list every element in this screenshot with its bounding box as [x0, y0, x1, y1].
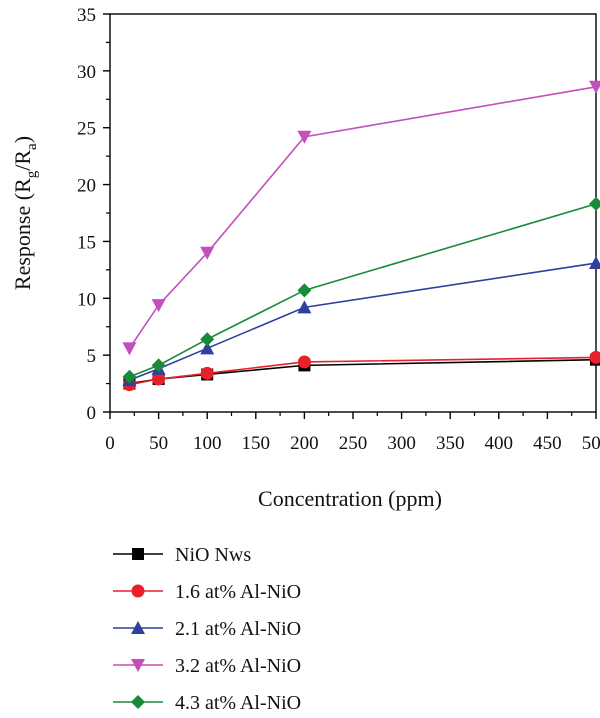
series-line-3 [128, 85, 597, 349]
x-tick-label-0: 0 [105, 433, 115, 454]
series-4 [122, 196, 600, 384]
point-4-0 [122, 369, 137, 384]
y-axis-title-sub-a: a [24, 143, 40, 150]
y-axis-title-main: Response (R [10, 178, 35, 290]
point-2-3 [297, 300, 312, 314]
x-tick-label-350: 350 [436, 433, 465, 454]
x-axis: 0 50 100 150 200 250 300 350 400 450 500 [105, 412, 600, 454]
legend-label-1: 1.6 at% Al-NiO [175, 581, 301, 603]
point-1-4 [589, 350, 600, 364]
series-2 [122, 256, 600, 387]
legend-item-2: 2.1 at% Al-NiO [113, 618, 301, 640]
y-tick-label-30: 30 [77, 62, 96, 83]
x-tick-label-500: 500 [582, 433, 600, 454]
legend-marker-1 [131, 584, 145, 598]
point-3-2 [200, 246, 215, 260]
x-tick-label-200: 200 [290, 433, 319, 454]
point-2-2 [200, 341, 215, 355]
x-tick-label-50: 50 [149, 433, 168, 454]
point-3-3 [297, 130, 312, 144]
x-tick-label-100: 100 [193, 433, 222, 454]
y-tick-label-10: 10 [77, 289, 96, 310]
legend-label-4: 4.3 at% Al-NiO [175, 692, 301, 714]
y-tick-label-0: 0 [87, 403, 97, 424]
series-line-0 [129, 358, 597, 385]
legend-marker-3 [131, 659, 145, 672]
legend: NiO Nws 1.6 at% Al-NiO 2.1 at% Al-NiO 3.2 a… [113, 544, 301, 714]
x-axis-title: Concentration (ppm) [258, 486, 442, 511]
y-tick-label-20: 20 [77, 176, 96, 197]
point-2-4 [589, 256, 600, 270]
legend-item-1: 1.6 at% Al-NiO [113, 581, 301, 603]
point-3-4 [589, 80, 600, 94]
legend-marker-0 [132, 548, 144, 560]
y-tick-label-15: 15 [77, 232, 96, 253]
y-tick-label-35: 35 [77, 5, 96, 26]
legend-item-0: NiO Nws [113, 544, 251, 566]
y-axis-title-mid: /R [10, 150, 35, 171]
legend-marker-4 [131, 695, 145, 709]
legend-label-2: 2.1 at% Al-NiO [175, 618, 301, 640]
point-3-1 [151, 299, 166, 313]
y-axis-title: Response (Rg/Ra) [10, 136, 40, 290]
y-axis: 0 5 10 15 20 25 30 35 [77, 5, 110, 424]
y-tick-label-25: 25 [77, 119, 96, 140]
series-layer [122, 80, 600, 392]
legend-item-4: 4.3 at% Al-NiO [113, 692, 301, 714]
series-line-2 [129, 262, 597, 381]
point-1-2 [200, 366, 214, 380]
y-tick-label-5: 5 [87, 346, 97, 367]
legend-label-3: 3.2 at% Al-NiO [175, 655, 301, 677]
point-3-0 [122, 342, 137, 356]
x-tick-label-400: 400 [485, 433, 514, 454]
x-tick-label-250: 250 [339, 433, 368, 454]
legend-marker-2 [131, 621, 145, 634]
series-3 [122, 80, 600, 356]
point-4-4 [589, 196, 600, 211]
legend-label-0: NiO Nws [175, 544, 251, 566]
y-axis-title-end: ) [10, 136, 35, 143]
x-tick-label-300: 300 [387, 433, 416, 454]
legend-item-3: 3.2 at% Al-NiO [113, 655, 301, 677]
point-4-1 [151, 358, 166, 373]
y-axis-title-sub-g: g [24, 170, 40, 178]
x-tick-label-450: 450 [533, 433, 562, 454]
series-1 [122, 350, 600, 392]
point-1-3 [297, 355, 311, 369]
point-1-1 [152, 372, 166, 386]
x-tick-label-150: 150 [242, 433, 271, 454]
point-4-3 [297, 283, 312, 298]
point-4-2 [200, 332, 215, 347]
